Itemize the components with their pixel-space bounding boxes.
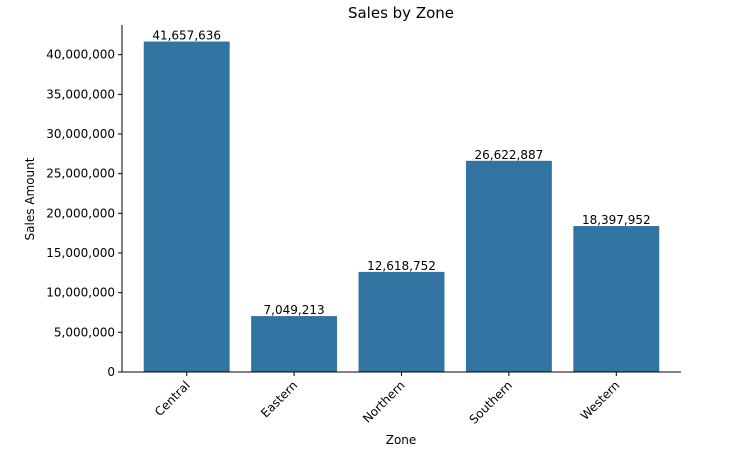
x-axis-label: Zone: [386, 433, 417, 447]
bar-southern: [465, 160, 552, 372]
y-tick-label: 5,000,000: [54, 325, 115, 339]
data-label-northern: 12,618,752: [367, 259, 436, 273]
data-label-central: 41,657,636: [152, 29, 221, 43]
x-ticks-group: Central Eastern Northern Southern Western: [152, 372, 622, 427]
y-tick-label: 30,000,000: [46, 127, 115, 141]
x-tick-label-northern: Northern: [360, 378, 408, 426]
data-label-eastern: 7,049,213: [264, 303, 325, 317]
bar-western: [573, 226, 660, 372]
x-tick-label-eastern: Eastern: [258, 378, 300, 420]
x-tick-label-southern: Southern: [467, 378, 516, 427]
x-tick-label-western: Western: [578, 378, 623, 423]
y-tick-label: 25,000,000: [46, 167, 115, 181]
y-tick-label: 20,000,000: [46, 206, 115, 220]
y-ticks-group: 0 5,000,000 10,000,000 15,000,000 20,000,000…: [46, 48, 122, 379]
bar-northern: [358, 271, 445, 372]
y-tick-label: 15,000,000: [46, 246, 115, 260]
y-tick-label: 40,000,000: [46, 48, 115, 62]
bar-central: [143, 41, 230, 373]
data-label-southern: 26,622,887: [475, 148, 544, 162]
y-tick-label: 35,000,000: [46, 87, 115, 101]
x-tick-label-central: Central: [152, 378, 193, 419]
data-label-western: 18,397,952: [582, 213, 651, 227]
y-axis-label: Sales Amount: [23, 157, 37, 240]
chart-title: Sales by Zone: [348, 4, 454, 22]
bars-group: [143, 41, 660, 373]
y-tick-label: 0: [107, 365, 115, 379]
data-labels-group: 41,657,636 7,049,213 12,618,752 26,622,887 1…: [152, 29, 650, 318]
bar-eastern: [251, 316, 338, 372]
y-tick-label: 10,000,000: [46, 286, 115, 300]
